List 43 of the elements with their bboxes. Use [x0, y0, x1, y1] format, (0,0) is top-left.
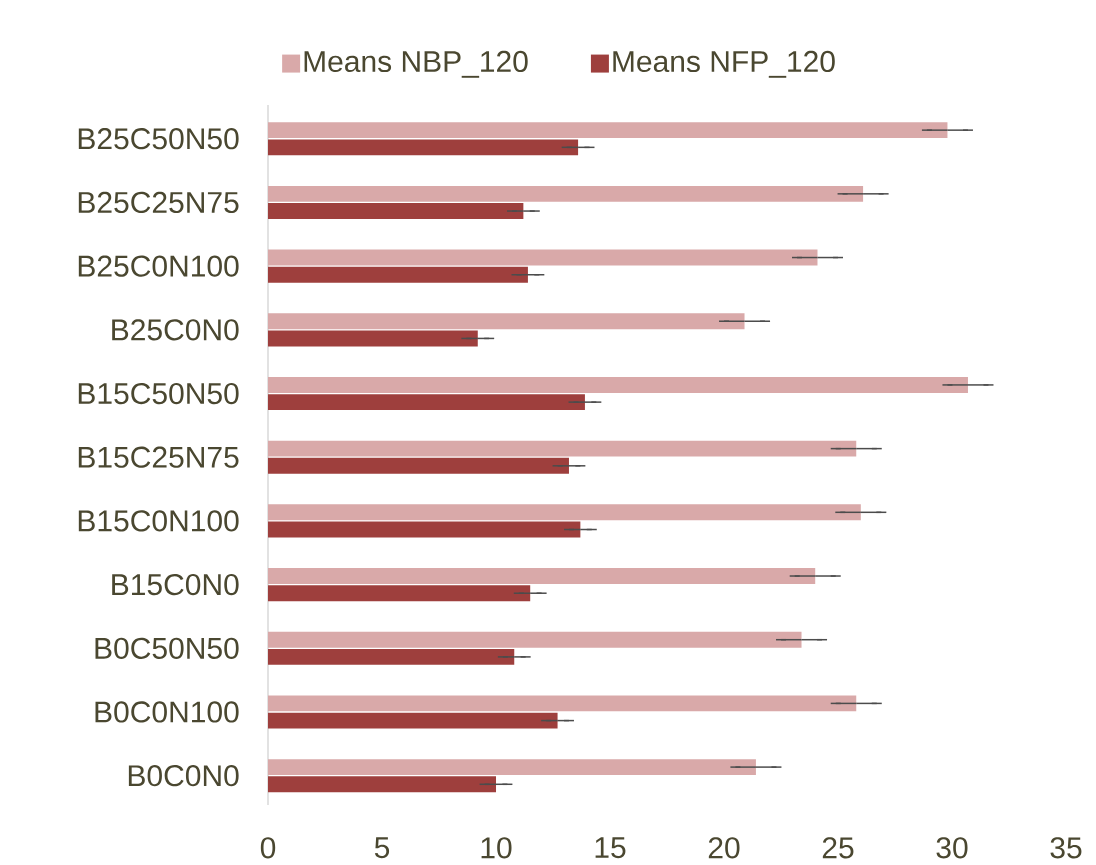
y-tick-label: B25C25N75: [78, 191, 239, 214]
x-tick-label: 25: [822, 837, 854, 859]
legend-label: Means NFP_120: [613, 50, 835, 78]
y-tick-label: B15C50N50: [78, 382, 239, 405]
bar: [268, 648, 515, 665]
bar: [268, 695, 857, 712]
x-tick-label: 15: [595, 837, 626, 859]
bar: [268, 440, 857, 457]
y-tick-label: B25C50N50: [78, 128, 239, 150]
y-tick-label: B15C25N75: [78, 446, 239, 468]
y-tick-label: B15C0N100: [78, 510, 239, 532]
bar: [268, 585, 531, 602]
y-tick-label: B0C0N0: [128, 765, 239, 787]
bar: [268, 776, 497, 793]
y-tick-label: B0C0N100: [95, 701, 239, 723]
bar: [268, 122, 948, 139]
x-tick-label: 5: [374, 837, 390, 859]
x-tick-label: 20: [708, 837, 740, 859]
x-tick-label: 30: [936, 837, 968, 859]
y-tick-label: B25C0N0: [112, 319, 239, 341]
bar: [268, 139, 579, 156]
x-tick-label: 35: [1050, 837, 1082, 859]
bar: [268, 504, 861, 521]
bar: [268, 457, 569, 474]
y-tick-label: B25C0N100: [78, 255, 239, 277]
bar: [268, 313, 745, 330]
bar: [268, 712, 558, 729]
bar: [268, 631, 802, 648]
bar: [268, 568, 816, 584]
x-tick-label: 10: [481, 837, 512, 859]
bar: [268, 185, 864, 202]
bar: [268, 759, 756, 776]
bar: [268, 330, 478, 347]
bar: [268, 203, 524, 219]
y-tick-label: B0C50N50: [95, 637, 239, 659]
bar: [268, 394, 585, 411]
bar: [268, 249, 818, 266]
bar: [268, 521, 581, 538]
bar: [268, 376, 968, 393]
bar: [268, 266, 528, 283]
legend-label: Means NBP_120: [304, 50, 528, 78]
x-tick-label: 0: [260, 837, 276, 859]
y-tick-label: B15C0N0: [112, 573, 239, 596]
